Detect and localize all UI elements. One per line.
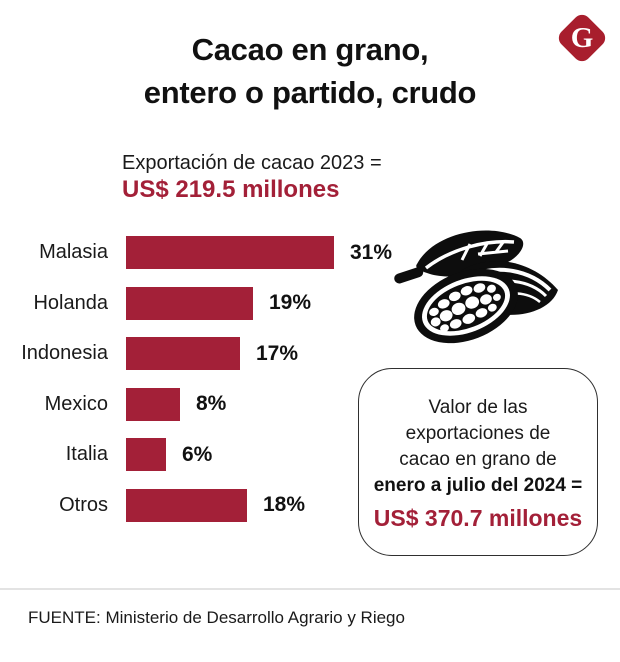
info-value: US$ 370.7 millones	[373, 505, 583, 531]
footer-divider	[0, 588, 620, 590]
source-text: FUENTE: Ministerio de Desarrollo Agrario…	[28, 608, 405, 627]
value-label-otros: 18%	[263, 493, 306, 516]
value-label-indonesia: 17%	[256, 341, 299, 365]
chart-row: Mexico 8%	[0, 387, 420, 421]
chart-row: Malasia 31%	[0, 236, 420, 269]
chart-subtitle: Exportación de cacao 2023 = US$ 219.5 mi…	[122, 150, 382, 204]
category-label-holanda: Holanda	[33, 291, 108, 314]
category-label-mexico: Mexico	[44, 392, 108, 415]
info-line-1: Valor de las	[428, 397, 528, 418]
bar-indonesia	[126, 337, 240, 370]
bar-mexico	[126, 387, 180, 421]
value-label-italia: 6%	[182, 442, 213, 466]
title-line-1: Cacao en grano,	[191, 32, 429, 67]
bar-italia	[126, 438, 166, 471]
info-line-2: exportaciones de	[405, 423, 551, 444]
bar-chart: Malasia 31% Holanda 19% Indonesia 17% Mexico 8%…	[0, 236, 420, 539]
chart-row: Indonesia 17%	[0, 337, 420, 370]
bar-holanda	[126, 286, 253, 320]
chart-row: Italia 6%	[0, 438, 420, 471]
subtitle-text: Exportación de cacao 2023 =	[122, 152, 382, 174]
value-label-malasia: 31%	[350, 240, 393, 264]
value-label-mexico: 8%	[196, 392, 227, 415]
chart-row: Otros 18%	[0, 488, 420, 522]
category-label-indonesia: Indonesia	[21, 342, 108, 364]
bar-otros	[126, 488, 247, 522]
bar-malasia	[126, 236, 334, 269]
info-line-3: cacao en grano de	[399, 449, 557, 470]
chart-row: Holanda 19%	[0, 286, 420, 320]
cocoa-pod-icon	[392, 218, 566, 362]
brand-logo: G	[555, 11, 609, 65]
value-label-holanda: 19%	[269, 291, 312, 314]
category-label-italia: Italia	[65, 443, 108, 465]
title-line-2: entero o partido, crudo	[143, 75, 477, 110]
page-title: Cacao en grano, entero o partido, crudo	[0, 28, 620, 114]
subtitle-value: US$ 219.5 millones	[122, 176, 340, 203]
category-label-malasia: Malasia	[39, 241, 108, 263]
info-bold-line: enero a julio del 2024 =	[373, 475, 583, 496]
logo-letter: G	[570, 22, 594, 54]
category-label-otros: Otros	[59, 493, 108, 516]
info-box: Valor de las exportaciones de cacao en g…	[358, 368, 598, 556]
